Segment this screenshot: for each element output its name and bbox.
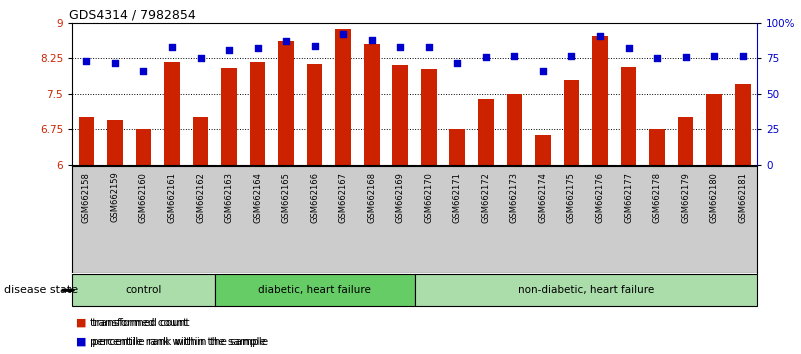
Text: GSM662176: GSM662176	[595, 172, 605, 223]
Point	[679, 54, 692, 60]
Text: GSM662165: GSM662165	[282, 172, 291, 223]
Bar	[135, 129, 151, 165]
Text: GSM662179: GSM662179	[681, 172, 690, 223]
Point	[336, 32, 349, 37]
Text: GSM662159: GSM662159	[111, 172, 119, 222]
Text: diabetic, heart failure: diabetic, heart failure	[258, 285, 371, 295]
Point	[508, 53, 521, 58]
Bar	[78, 118, 95, 165]
Bar	[449, 129, 465, 165]
Text: GSM662167: GSM662167	[339, 172, 348, 223]
Point	[565, 53, 578, 58]
Text: GSM662169: GSM662169	[396, 172, 405, 223]
Text: disease state: disease state	[4, 285, 78, 295]
Point	[108, 60, 121, 65]
Bar	[164, 62, 179, 165]
Text: GSM662162: GSM662162	[196, 172, 205, 223]
Point	[365, 37, 378, 43]
Point	[137, 68, 150, 74]
Bar	[706, 94, 722, 165]
Text: GSM662172: GSM662172	[481, 172, 490, 223]
Text: GSM662164: GSM662164	[253, 172, 262, 223]
Point	[708, 53, 721, 58]
Text: GSM662158: GSM662158	[82, 172, 91, 223]
Text: GSM662174: GSM662174	[538, 172, 547, 223]
Point	[308, 43, 321, 48]
Text: GSM662166: GSM662166	[310, 172, 319, 223]
Bar	[336, 29, 351, 165]
Bar	[592, 36, 608, 165]
Bar	[307, 64, 323, 165]
Text: GDS4314 / 7982854: GDS4314 / 7982854	[69, 9, 195, 22]
Bar	[250, 62, 265, 165]
Point	[280, 39, 292, 44]
Point	[422, 44, 435, 50]
Text: control: control	[125, 285, 162, 295]
Point	[736, 53, 749, 58]
Bar	[415, 274, 757, 306]
Text: GSM662170: GSM662170	[425, 172, 433, 223]
Bar	[535, 135, 551, 165]
Point	[622, 46, 635, 51]
Text: ■  percentile rank within the sample: ■ percentile rank within the sample	[76, 337, 268, 347]
Bar	[107, 120, 123, 165]
Point	[223, 47, 235, 53]
Text: ■  transformed count: ■ transformed count	[76, 318, 190, 328]
Point	[394, 44, 407, 50]
Bar	[678, 118, 694, 165]
Bar	[421, 69, 437, 165]
Bar	[215, 274, 415, 306]
Point	[594, 33, 606, 39]
Text: transformed count: transformed count	[90, 318, 187, 328]
Text: GSM662161: GSM662161	[167, 172, 176, 223]
Text: GSM662177: GSM662177	[624, 172, 633, 223]
Text: GSM662178: GSM662178	[653, 172, 662, 223]
Bar	[564, 80, 579, 165]
Bar	[478, 98, 493, 165]
Point	[194, 56, 207, 61]
Text: GSM662168: GSM662168	[367, 172, 376, 223]
Text: GSM662180: GSM662180	[710, 172, 718, 223]
Point	[650, 56, 663, 61]
Text: GSM662171: GSM662171	[453, 172, 462, 223]
Bar	[650, 129, 665, 165]
Bar	[506, 94, 522, 165]
Point	[451, 60, 464, 65]
Text: non-diabetic, heart failure: non-diabetic, heart failure	[517, 285, 654, 295]
Point	[537, 68, 549, 74]
Text: GSM662160: GSM662160	[139, 172, 148, 223]
Text: GSM662163: GSM662163	[224, 172, 234, 223]
Bar	[193, 118, 208, 165]
Text: GSM662175: GSM662175	[567, 172, 576, 223]
Bar	[735, 84, 751, 165]
Point	[480, 54, 493, 60]
Text: percentile rank within the sample: percentile rank within the sample	[90, 337, 266, 347]
Text: ■: ■	[76, 337, 87, 347]
Point	[252, 46, 264, 51]
Text: GSM662173: GSM662173	[510, 172, 519, 223]
Bar	[221, 68, 237, 165]
Text: GSM662181: GSM662181	[739, 172, 747, 223]
Point	[80, 58, 93, 64]
Text: ■: ■	[76, 318, 87, 328]
Bar	[278, 41, 294, 165]
Bar	[364, 44, 380, 165]
Bar	[72, 274, 215, 306]
Bar	[621, 67, 636, 165]
Bar	[392, 65, 408, 165]
Point	[166, 44, 179, 50]
